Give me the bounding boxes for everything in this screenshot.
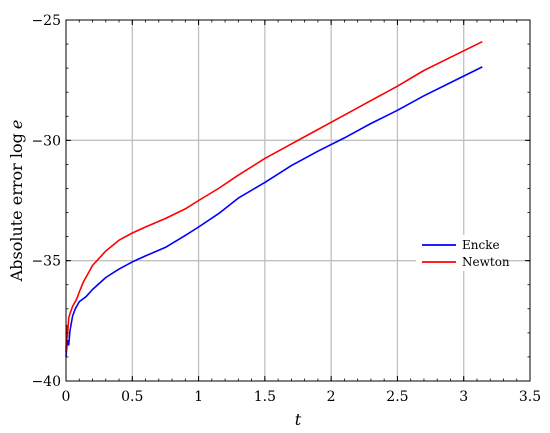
x-axis-label: t xyxy=(295,410,302,429)
series-line-encke xyxy=(65,66,483,357)
y-tick-label: −40 xyxy=(31,374,61,390)
y-tick-label: −35 xyxy=(31,254,61,270)
y-axis-label-text: Absolute error log xyxy=(7,133,26,282)
axis-ticks xyxy=(65,19,531,382)
y-tick-label: −30 xyxy=(31,133,61,149)
x-tick-label: 2.5 xyxy=(386,389,408,405)
x-tick-label: 3 xyxy=(459,389,468,405)
series-lines xyxy=(65,40,483,357)
legend: Encke Newton xyxy=(416,235,510,271)
x-tick-label: 0 xyxy=(62,389,71,405)
legend-box xyxy=(416,235,504,271)
y-axis-label-var: e xyxy=(7,120,26,129)
grid-lines xyxy=(66,20,530,381)
legend-label-encke: Encke xyxy=(462,238,500,252)
x-tick-label: 3.5 xyxy=(519,389,541,405)
plot-frame xyxy=(65,19,531,382)
x-tick-label: 1 xyxy=(194,389,203,405)
y-tick-label: −25 xyxy=(31,13,61,29)
x-tick-label: 1.5 xyxy=(254,389,276,405)
x-tick-label: 2 xyxy=(327,389,336,405)
series-line-newton xyxy=(65,40,483,353)
legend-label-newton: Newton xyxy=(462,255,510,269)
tick-labels: 0 0.5 1 1.5 2 2.5 3 3.5 −40 −35 −30 −25 xyxy=(31,13,541,405)
x-tick-label: 0.5 xyxy=(121,389,143,405)
y-axis-label: Absolute error log e xyxy=(7,120,26,283)
